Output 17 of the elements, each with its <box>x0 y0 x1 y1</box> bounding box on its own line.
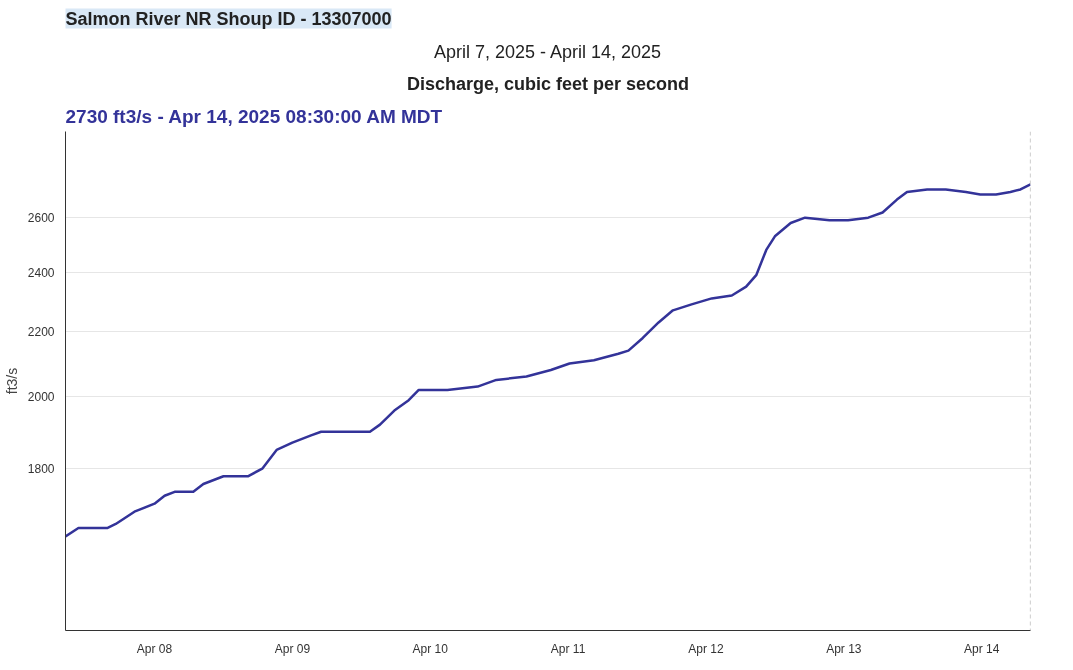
chart-title: Salmon River NR Shoup ID - 13307000 <box>65 8 392 29</box>
text: Discharge, cubic feet per second <box>406 73 690 94</box>
text: 2730 ft3/s - Apr 14, 2025 08:30:00 AM MDT <box>65 105 443 127</box>
x-tick-label: Apr 13 <box>826 641 862 656</box>
y-tick-label: 1800 <box>27 462 55 477</box>
y-axis-title: ft3/s <box>3 367 20 395</box>
y-tick-label: 2000 <box>27 390 55 405</box>
x-tick-label: Apr 11 <box>550 641 586 656</box>
x-tick-label: Apr 12 <box>688 641 724 656</box>
x-tick-label: Apr 09 <box>274 641 311 656</box>
chart-subtitle: April 7, 2025 - April 14, 2025 <box>433 41 662 62</box>
x-tick-label: Apr 08 <box>136 641 173 656</box>
x-tick-label: Apr 14 <box>964 641 1000 656</box>
y-tick-label: 2400 <box>27 265 55 280</box>
x-tick-label: Apr 10 <box>412 641 449 656</box>
y-tick-label: 2200 <box>27 325 55 340</box>
y-tick-label: 2600 <box>27 211 55 226</box>
